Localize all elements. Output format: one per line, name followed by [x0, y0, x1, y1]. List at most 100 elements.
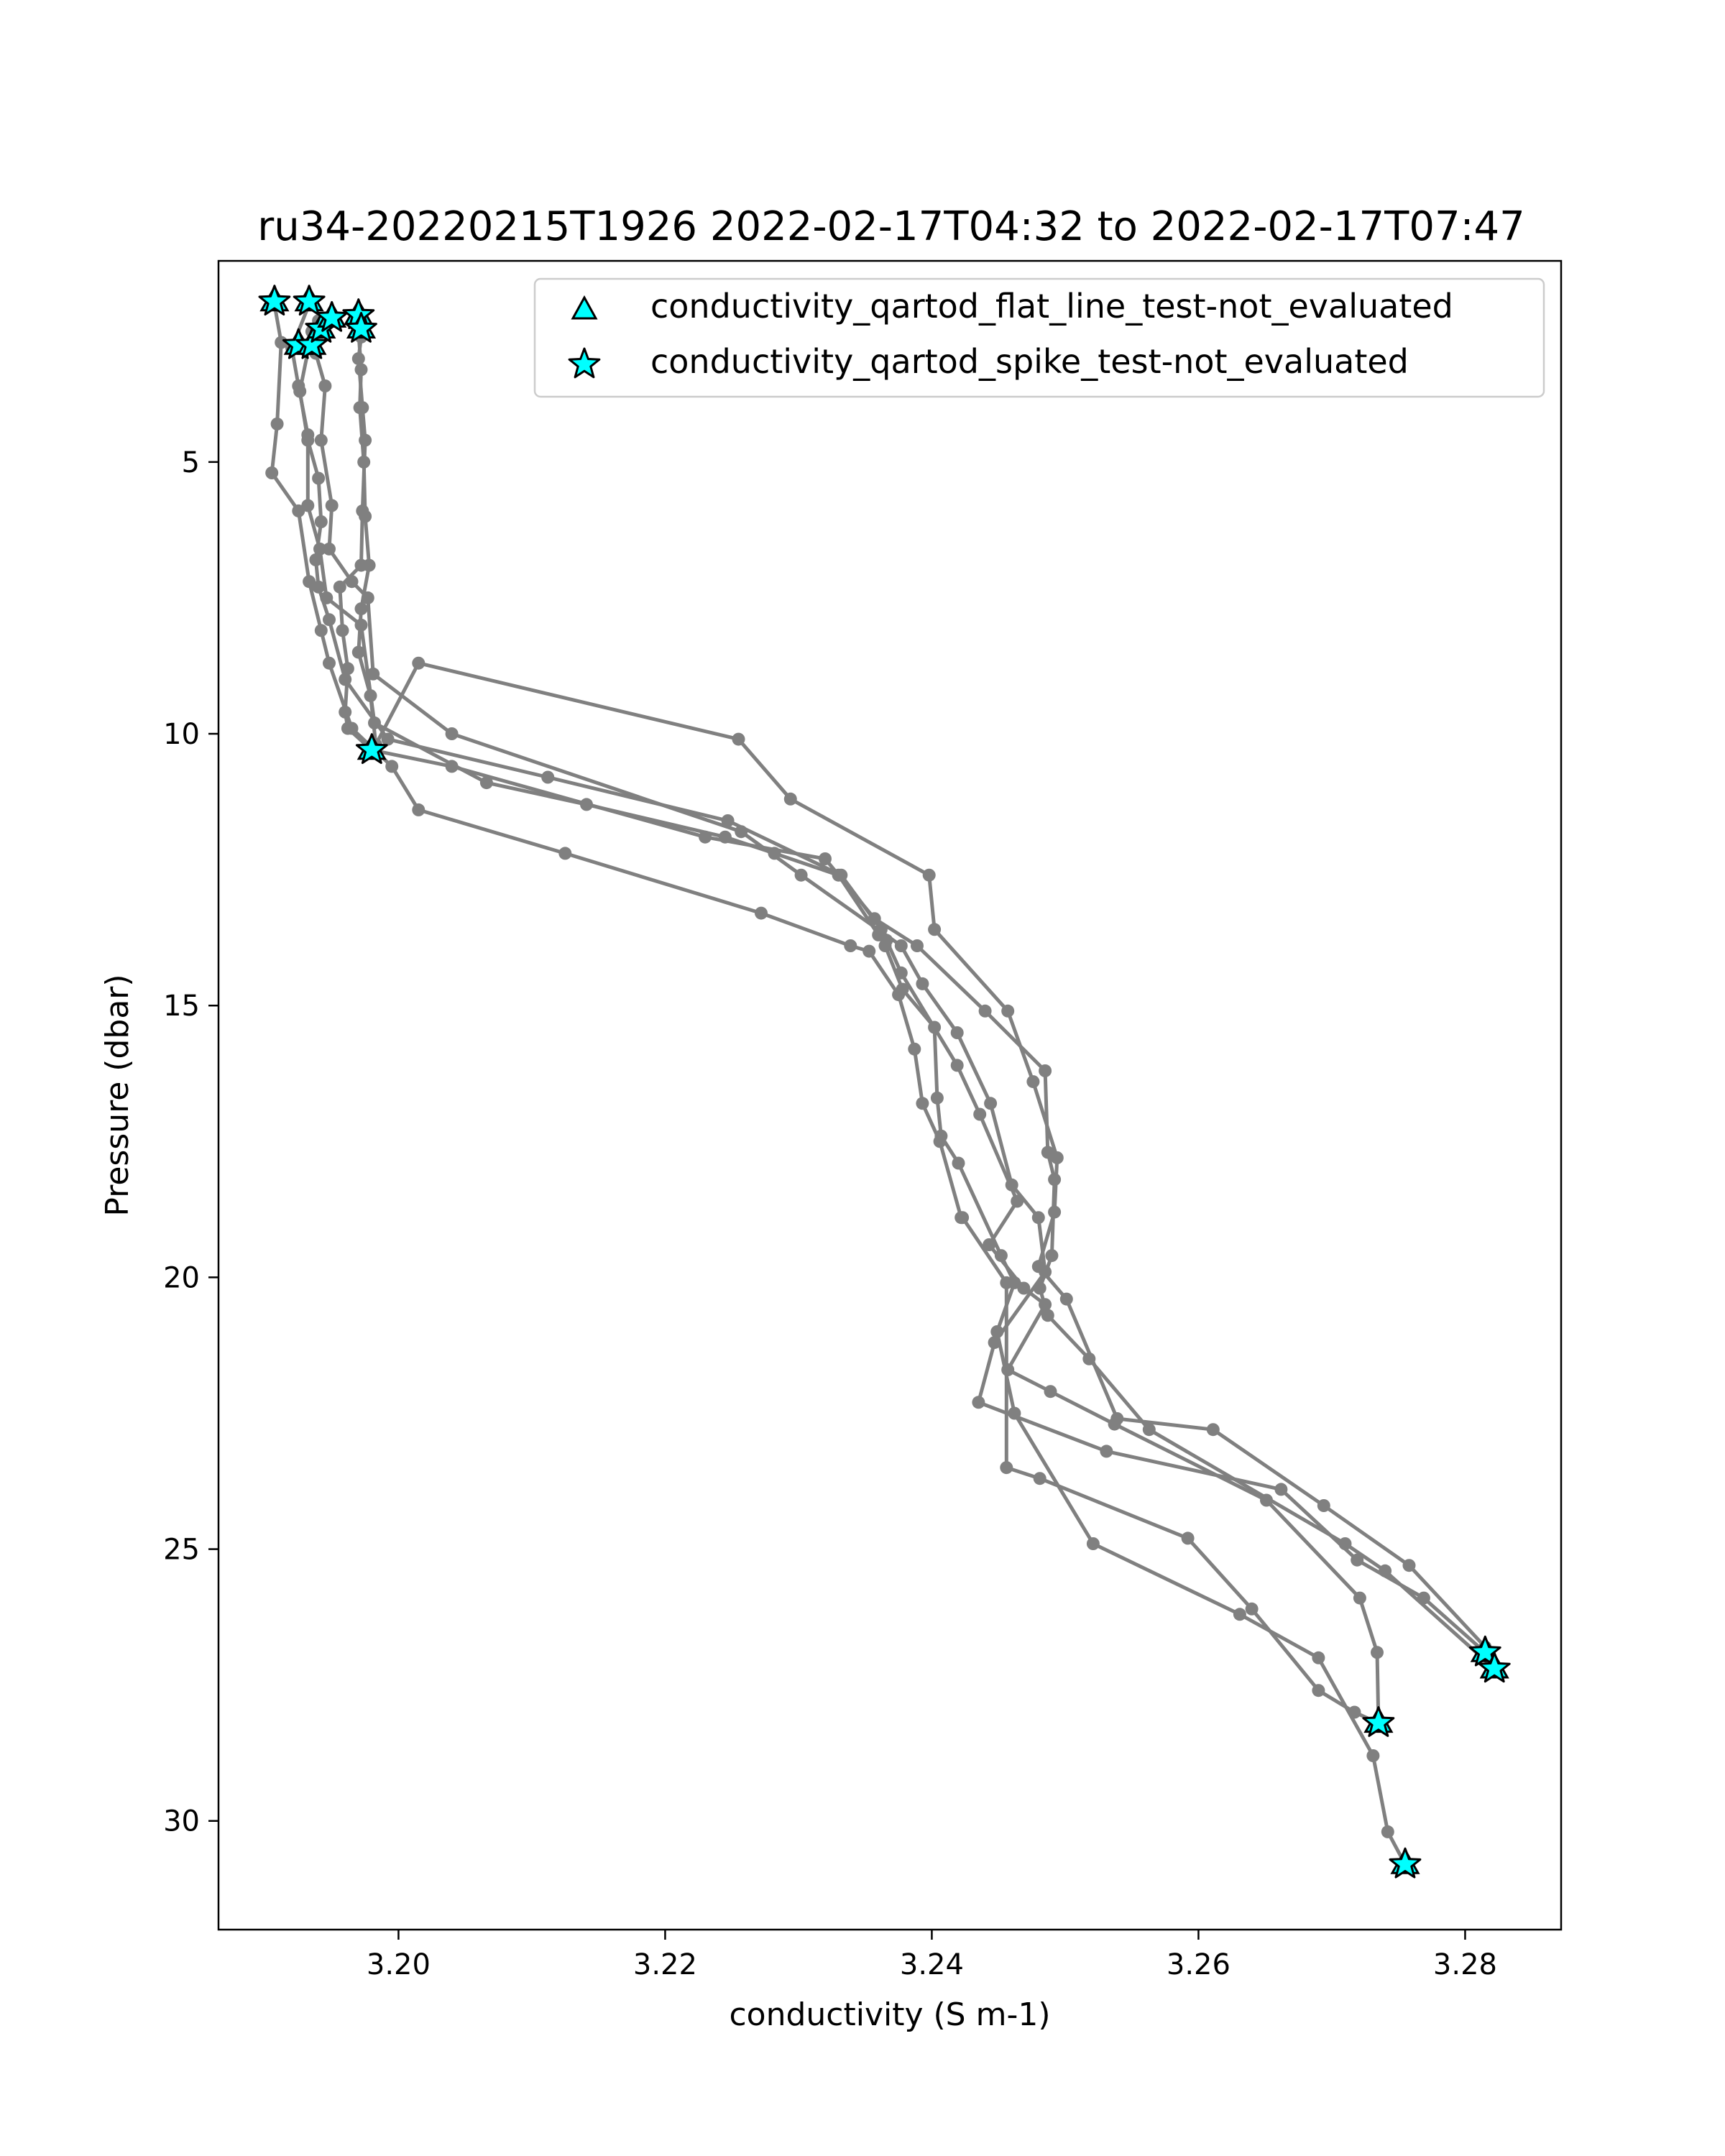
data-point [1317, 1499, 1330, 1512]
data-point [721, 814, 735, 827]
data-point [309, 553, 323, 566]
data-point [972, 1396, 985, 1409]
data-point [336, 624, 349, 637]
data-point [312, 580, 326, 594]
spike-flag-marker [355, 733, 388, 764]
legend-label-spike: conductivity_qartod_spike_test-not_evalu… [650, 342, 1409, 381]
data-point [1100, 1445, 1113, 1458]
data-point [735, 825, 748, 839]
data-point [1379, 1564, 1392, 1577]
y-tick-label: 25 [163, 1534, 200, 1567]
data-point [1044, 1385, 1057, 1399]
data-point [1245, 1602, 1259, 1616]
data-point [908, 1042, 921, 1056]
x-tick-label: 3.22 [633, 1948, 697, 1981]
data-point [1000, 1461, 1013, 1475]
data-point [412, 656, 426, 670]
x-axis: 3.20 3.22 3.24 3.26 3.28 [367, 1930, 1497, 1981]
data-point [364, 689, 377, 703]
data-point [367, 667, 380, 681]
data-point [956, 1211, 970, 1225]
data-point [359, 510, 372, 523]
spike-flag-marker [295, 328, 328, 359]
data-point [558, 847, 572, 860]
data-point [325, 499, 339, 512]
data-point [1005, 1178, 1018, 1192]
data-point [1001, 1363, 1015, 1376]
data-point [1402, 1559, 1416, 1572]
data-point [1142, 1423, 1156, 1437]
data-point [1274, 1483, 1288, 1496]
x-tick-label: 3.26 [1167, 1948, 1230, 1981]
legend-star-marker [568, 347, 601, 379]
data-point [1381, 1825, 1394, 1838]
spike-flag-marker [1478, 1651, 1511, 1683]
data-point [894, 966, 908, 980]
data-point [819, 852, 832, 865]
data-point [934, 1129, 948, 1143]
x-axis-label: conductivity (S m-1) [729, 1996, 1050, 2033]
y-tick-label: 30 [163, 1805, 200, 1838]
data-point [794, 868, 808, 882]
data-point [1351, 1553, 1364, 1567]
data-point [699, 830, 712, 844]
spike-flag-marker [345, 312, 377, 343]
y-tick-label: 10 [163, 718, 200, 751]
y-tick-label: 20 [163, 1261, 200, 1294]
data-point [385, 760, 399, 773]
data-point [412, 803, 426, 816]
data-point [354, 602, 368, 616]
data-point [783, 792, 797, 806]
data-point [303, 575, 316, 589]
data-point [301, 499, 315, 512]
data-point [323, 656, 336, 670]
data-point [293, 384, 307, 398]
data-point [479, 776, 493, 790]
data-point [973, 1107, 987, 1121]
data-point [445, 760, 459, 773]
data-point [353, 401, 367, 415]
data-point [916, 1097, 929, 1110]
data-point [952, 1156, 965, 1170]
profile-line [313, 320, 1486, 1654]
legend-star-shape [568, 347, 601, 379]
data-point [351, 645, 365, 659]
profile-line [270, 304, 1379, 1725]
data-point [1312, 1651, 1325, 1664]
data-point [323, 542, 336, 556]
profile-line [298, 331, 1381, 1723]
data-point [755, 906, 768, 920]
data-point [896, 982, 909, 996]
legend-label-flat-line: conductivity_qartod_flat_line_test-not_e… [650, 287, 1453, 326]
data-point [445, 727, 459, 740]
data-point [983, 1238, 996, 1251]
data-point [1353, 1591, 1366, 1605]
data-point [984, 1097, 998, 1110]
profile-2 [285, 298, 1412, 1871]
data-point [1039, 1064, 1052, 1077]
data-point [1031, 1211, 1045, 1225]
data-point [1031, 1260, 1045, 1273]
data-point [314, 624, 328, 637]
data-point [862, 944, 876, 958]
spike-flag-marker [1389, 1847, 1422, 1879]
data-point [270, 417, 284, 430]
spike-flag-marker [293, 285, 326, 315]
data-point [1181, 1531, 1195, 1545]
x-tick-label: 3.24 [900, 1948, 964, 1981]
legend: conductivity_qartod_flat_line_test-not_e… [533, 277, 1545, 398]
data-point [1059, 1292, 1073, 1306]
data-point [318, 379, 332, 392]
data-point [1026, 1075, 1040, 1089]
data-point [930, 1091, 944, 1105]
data-point [341, 722, 354, 735]
data-point [1041, 1309, 1054, 1322]
data-point [314, 515, 328, 528]
legend-triangle-marker [571, 295, 598, 320]
profile-3 [293, 325, 1385, 1730]
data-point [341, 662, 354, 676]
data-point [354, 363, 368, 377]
x-tick-label: 3.20 [367, 1948, 431, 1981]
data-point [1050, 1151, 1064, 1164]
data-point [1110, 1412, 1124, 1425]
